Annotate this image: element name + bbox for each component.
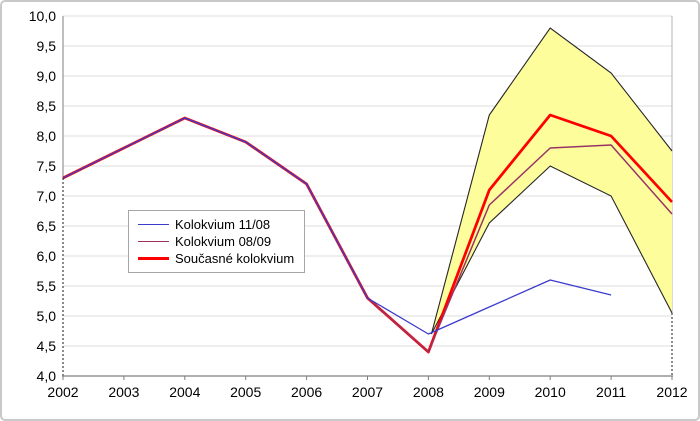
- x-axis-tick-labels: 2002 2003 2004 2005 2006 2007 2008 2009 2010 2011…: [47, 384, 687, 400]
- legend-line-sample-blue: [138, 223, 169, 226]
- y-tick-label: 5,0: [37, 308, 57, 324]
- y-tick-label: 7,0: [37, 188, 57, 204]
- legend-line-sample-purple: [138, 240, 169, 243]
- y-tick-label: 5,5: [37, 278, 57, 294]
- y-tick-label: 8,5: [37, 98, 57, 114]
- axes: [62, 375, 673, 380]
- y-tick-label: 6,0: [37, 248, 57, 264]
- y-tick-label: 7,5: [37, 158, 57, 174]
- y-tick-label: 10,0: [29, 8, 56, 24]
- band-lower-bound-line: [430, 165, 673, 335]
- legend-item-kolokvium-11-08: Kolokvium 11/08: [138, 216, 294, 233]
- legend-label: Současné kolokvium: [175, 251, 295, 266]
- legend-label: Kolokvium 08/09: [175, 234, 272, 249]
- series-line-kolokvium-11-08: [62, 117, 612, 335]
- x-tick-label: 2007: [352, 384, 383, 400]
- x-tick-label: 2004: [169, 384, 200, 400]
- y-tick-label: 8,0: [37, 128, 57, 144]
- x-tick-label: 2009: [474, 384, 505, 400]
- x-tick-label: 2012: [656, 384, 687, 400]
- y-tick-label: 4,0: [37, 368, 57, 384]
- x-tick-label: 2003: [108, 384, 139, 400]
- legend-item-soucasne-kolokvium: Současné kolokvium: [138, 250, 294, 267]
- legend-box: Kolokvium 11/08 Kolokvium 08/09 Současné…: [128, 210, 306, 273]
- x-tick-label: 2005: [230, 384, 261, 400]
- x-tick-label: 2010: [535, 384, 566, 400]
- y-tick-label: 4,5: [37, 338, 57, 354]
- legend-label: Kolokvium 11/08: [175, 217, 271, 232]
- legend-line-sample-red: [138, 257, 169, 260]
- y-tick-label: 9,0: [37, 68, 57, 84]
- x-tick-label: 2011: [596, 384, 626, 400]
- uncertainty-band-area: [431, 28, 672, 334]
- y-axis-tick-labels: 10,0 9,5 9,0 8,5 8,0 7,5 7,0 6,5 6,0 5,5 5,0 4,5 4,0: [29, 8, 56, 384]
- series-lines: [62, 113, 674, 354]
- x-tick-label: 2002: [47, 384, 78, 400]
- dashed-edge-guides: [62, 178, 673, 376]
- uncertainty-band: [430, 27, 673, 335]
- y-tick-label: 9,5: [37, 38, 57, 54]
- x-tick-label: 2008: [413, 384, 444, 400]
- x-tick-label: 2006: [291, 384, 322, 400]
- band-upper-bound-line: [430, 27, 673, 335]
- legend-item-kolokvium-08-09: Kolokvium 08/09: [138, 233, 294, 250]
- y-tick-label: 6,5: [37, 218, 57, 234]
